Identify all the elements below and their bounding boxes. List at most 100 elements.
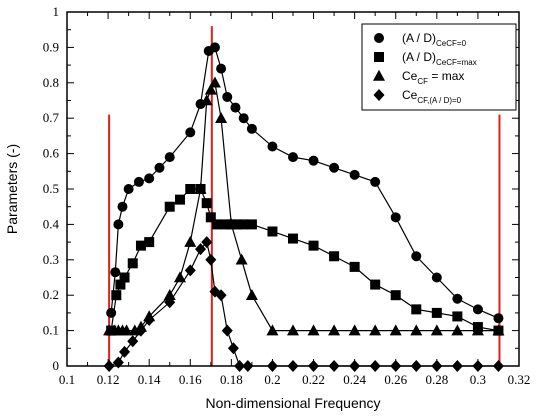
- circle-point: [370, 176, 381, 187]
- square-point: [246, 219, 257, 230]
- legend-square-icon: [374, 52, 384, 62]
- circle-point: [123, 184, 134, 194]
- triangle-point: [245, 288, 258, 300]
- legend-label-triangle: CeCF = max: [402, 69, 464, 86]
- triangle-point: [348, 324, 361, 336]
- circle-point: [246, 123, 257, 134]
- diamond-point: [215, 289, 227, 302]
- square-point: [127, 258, 138, 269]
- diamond-point: [205, 253, 217, 266]
- square-point: [201, 198, 212, 209]
- diamond-point: [164, 296, 176, 309]
- triangle-point: [225, 218, 238, 230]
- triangle-point: [174, 271, 186, 283]
- x-tick-label: 0.1: [59, 372, 75, 387]
- triangle-point: [215, 111, 228, 123]
- legend-circle-icon: [374, 33, 384, 43]
- circle-point: [164, 152, 175, 163]
- square-point: [135, 240, 146, 251]
- circle-point: [238, 113, 249, 124]
- x-tick-label: 0.2: [264, 372, 280, 387]
- square-point: [144, 237, 155, 248]
- legend-diamond-icon: [373, 89, 385, 101]
- triangle-point: [287, 324, 299, 336]
- y-tick-label: 0.8: [43, 75, 59, 90]
- square-point: [205, 212, 216, 223]
- y-tick-label: 0.4: [43, 216, 60, 231]
- diamond-point: [135, 324, 147, 337]
- square-point: [111, 290, 122, 301]
- circle-point: [110, 267, 121, 278]
- y-tick-label: 0.5: [43, 181, 59, 196]
- x-axis-ticks: 0.1 0.12 0.14 0.16 0.18 0.2 0.22 0.24 0.26 0.28 0.…: [59, 12, 531, 387]
- triangle-point: [266, 324, 279, 336]
- circle-point: [113, 219, 124, 230]
- triangle-point: [184, 235, 197, 247]
- circle-point: [230, 102, 241, 113]
- circle-point: [209, 42, 220, 53]
- square-point: [329, 251, 340, 262]
- square-point: [238, 219, 249, 230]
- square-point: [390, 290, 401, 301]
- square-point: [211, 219, 222, 230]
- circle-point: [288, 152, 298, 163]
- legend-label-circle: (A / D)CeCF=0: [402, 31, 467, 48]
- triangle-point: [328, 324, 341, 336]
- triangle-point: [410, 324, 423, 336]
- legend-box: [361, 23, 517, 111]
- circle-point: [267, 141, 278, 152]
- x-tick-label: 0.26: [384, 372, 407, 387]
- square-point: [349, 261, 360, 272]
- series-circle: [106, 42, 504, 324]
- x-tick-label: 0.22: [302, 372, 325, 387]
- triangle-point: [120, 324, 133, 336]
- square-point: [370, 279, 381, 290]
- diamond-point: [195, 243, 207, 256]
- x-tick-label: 0.32: [508, 372, 531, 387]
- triangle-point: [204, 83, 217, 95]
- square-point: [164, 201, 175, 212]
- triangle-point: [235, 253, 248, 265]
- y-tick-label: 0.7: [43, 110, 60, 125]
- y-tick-label: 0.2: [43, 287, 59, 302]
- triangle-point: [369, 324, 382, 336]
- x-tick-label: 0.14: [138, 372, 161, 387]
- triangle-point: [389, 324, 402, 336]
- square-point: [185, 184, 196, 194]
- circle-point: [329, 162, 340, 173]
- circle-point: [308, 155, 319, 166]
- y-tick-label: 1: [53, 4, 60, 19]
- triangle-point: [471, 324, 484, 336]
- series-square: [106, 184, 504, 336]
- square-point: [175, 194, 185, 205]
- x-tick-label: 0.18: [220, 372, 243, 387]
- legend: (A / D)CeCF=0 (A / D)CeCF=max CeCF = max Ce…: [361, 23, 517, 111]
- triangle-point: [194, 182, 207, 194]
- x-tick-label: 0.28: [425, 372, 448, 387]
- square-point: [220, 219, 231, 230]
- square-point: [119, 272, 130, 283]
- square-point: [411, 304, 422, 315]
- square-point: [431, 307, 442, 318]
- triangle-point: [430, 324, 443, 336]
- y-tick-label: 0.6: [43, 146, 60, 161]
- circle-point: [117, 201, 128, 212]
- diamond-point: [227, 342, 239, 355]
- diamond-point: [119, 345, 131, 358]
- diamond-point: [221, 324, 233, 337]
- y-tick-label: 0.9: [43, 39, 59, 54]
- diamond-point: [143, 313, 155, 326]
- y-axis-ticks: 0 0.1 0.2 0.3 0.4 0.5 0.6 0.7 0.8 0.9 1: [43, 4, 519, 373]
- circle-point: [144, 173, 155, 184]
- legend-label-diamond: CeCF,(A / D)=0: [402, 88, 462, 105]
- triangle-point: [451, 324, 464, 336]
- circle-point: [222, 91, 233, 102]
- x-tick-label: 0.12: [97, 372, 120, 387]
- diamond-point: [127, 335, 139, 348]
- circle-point: [493, 313, 504, 324]
- diamond-point: [184, 264, 196, 277]
- legend-label-square: (A / D)CeCF=max: [402, 50, 477, 67]
- x-axis-title: Non-dimensional Frequency: [205, 395, 380, 411]
- circle-point: [133, 176, 144, 187]
